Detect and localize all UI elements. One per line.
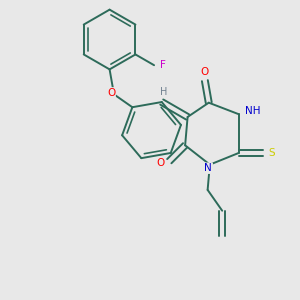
- Text: O: O: [157, 158, 165, 168]
- Text: S: S: [268, 148, 275, 158]
- Text: O: O: [201, 67, 209, 77]
- Text: H: H: [160, 88, 168, 98]
- Text: NH: NH: [244, 106, 260, 116]
- Text: O: O: [107, 88, 115, 98]
- Text: F: F: [160, 60, 166, 70]
- Text: N: N: [205, 163, 212, 173]
